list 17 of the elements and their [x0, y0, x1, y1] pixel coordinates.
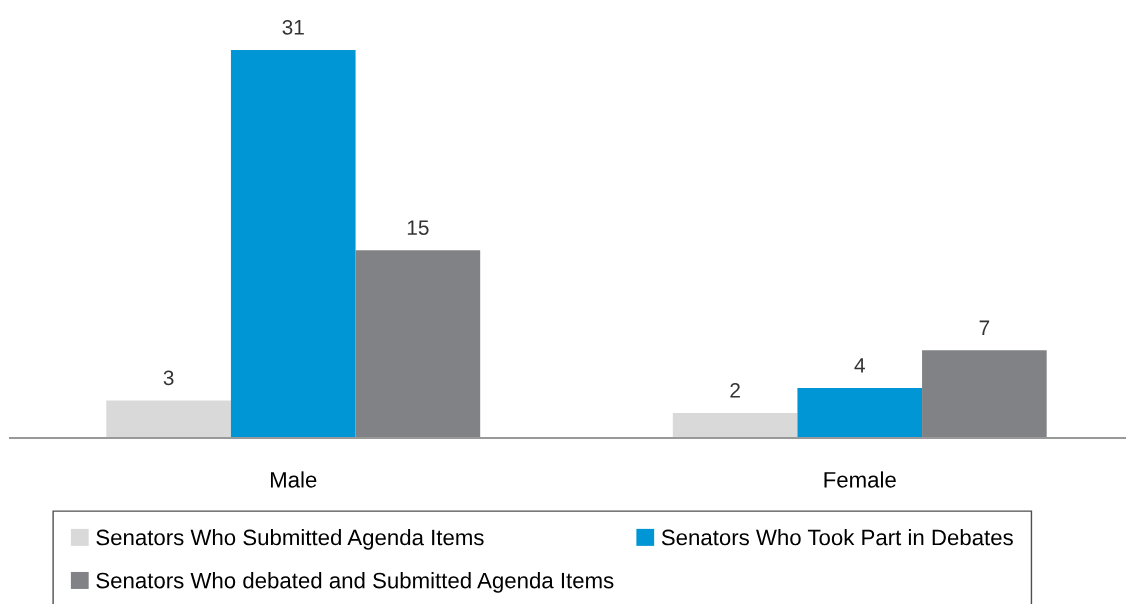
bar — [106, 400, 231, 438]
legend-label: Senators Who Submitted Agenda Items — [96, 529, 484, 550]
x-tick-label: Female — [824, 471, 896, 488]
legend-label: Senators Who debated and Submitted Agenda Items — [96, 572, 614, 593]
data-label: 4 — [854, 358, 865, 373]
bar — [672, 412, 798, 438]
data-label: 7 — [979, 320, 990, 335]
bar — [797, 387, 923, 438]
legend-label: Senators Who Took Part in Debates — [661, 529, 1013, 546]
bar — [355, 250, 481, 438]
bar — [230, 49, 356, 438]
data-label: 3 — [163, 370, 174, 386]
x-tick-label: Male — [270, 471, 317, 488]
data-label: 2 — [730, 382, 740, 398]
data-label: 31 — [282, 19, 304, 35]
bar — [922, 350, 1047, 438]
data-label: 15 — [407, 220, 429, 235]
